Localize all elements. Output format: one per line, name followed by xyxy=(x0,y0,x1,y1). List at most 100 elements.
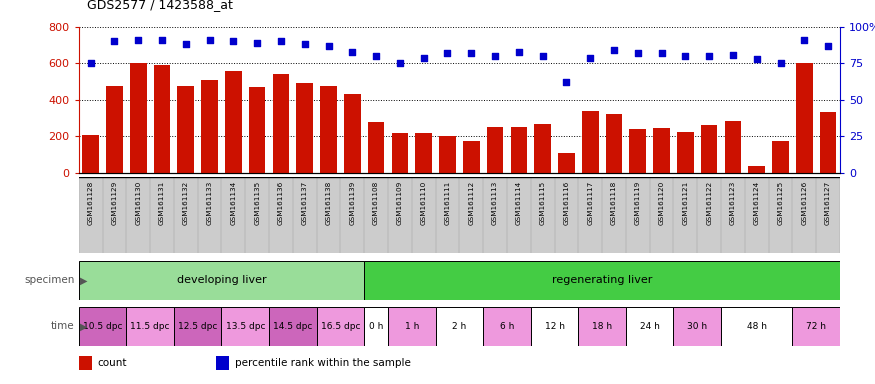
Text: GSM161116: GSM161116 xyxy=(564,180,570,225)
Bar xyxy=(748,166,765,173)
Bar xyxy=(487,127,503,173)
Text: GSM161121: GSM161121 xyxy=(682,180,689,225)
Bar xyxy=(221,307,270,346)
Bar xyxy=(483,307,531,346)
Bar xyxy=(721,177,745,253)
Point xyxy=(440,50,454,56)
Text: GSM161122: GSM161122 xyxy=(706,180,712,225)
Point xyxy=(512,49,526,55)
Text: 0 h: 0 h xyxy=(369,322,383,331)
Text: 10.5 dpc: 10.5 dpc xyxy=(83,322,123,331)
Text: developing liver: developing liver xyxy=(177,275,266,285)
Bar xyxy=(626,177,649,253)
Point xyxy=(393,60,407,66)
Bar xyxy=(174,177,198,253)
Point xyxy=(607,47,621,53)
Point xyxy=(631,50,645,56)
Point xyxy=(84,60,98,66)
Point xyxy=(178,41,192,48)
Point xyxy=(726,51,740,58)
Point xyxy=(346,49,360,55)
Point xyxy=(821,43,835,49)
Point xyxy=(584,55,598,61)
Bar xyxy=(221,177,245,253)
Text: percentile rank within the sample: percentile rank within the sample xyxy=(234,358,410,368)
Bar xyxy=(483,177,507,253)
Text: GSM161120: GSM161120 xyxy=(659,180,665,225)
Bar xyxy=(463,141,480,173)
Bar xyxy=(82,136,99,173)
Bar xyxy=(225,71,242,173)
Text: GSM161123: GSM161123 xyxy=(730,180,736,225)
Text: GSM161129: GSM161129 xyxy=(111,180,117,225)
Bar xyxy=(773,141,789,173)
Text: GSM161138: GSM161138 xyxy=(326,180,332,225)
Point xyxy=(774,60,788,66)
Point xyxy=(108,38,122,45)
Point xyxy=(465,50,479,56)
Text: GSM161130: GSM161130 xyxy=(136,180,141,225)
Text: GSM161132: GSM161132 xyxy=(183,180,189,225)
Text: GSM161117: GSM161117 xyxy=(587,180,593,225)
Bar xyxy=(79,356,93,370)
Text: GSM161119: GSM161119 xyxy=(634,180,640,225)
Text: GSM161135: GSM161135 xyxy=(254,180,260,225)
Bar xyxy=(270,307,317,346)
Bar xyxy=(174,307,221,346)
Bar xyxy=(388,307,436,346)
Text: GSM161124: GSM161124 xyxy=(753,180,760,225)
Point xyxy=(654,50,668,56)
Text: GDS2577 / 1423588_at: GDS2577 / 1423588_at xyxy=(88,0,234,12)
Point xyxy=(369,53,383,59)
Bar xyxy=(248,87,265,173)
Bar xyxy=(654,128,670,173)
Bar xyxy=(416,133,432,173)
Bar xyxy=(436,307,483,346)
Text: GSM161112: GSM161112 xyxy=(468,180,474,225)
Text: 12.5 dpc: 12.5 dpc xyxy=(178,322,217,331)
Text: GSM161128: GSM161128 xyxy=(88,180,94,225)
Bar xyxy=(724,121,741,173)
Point xyxy=(488,53,502,59)
Text: GSM161131: GSM161131 xyxy=(159,180,165,225)
Bar xyxy=(602,177,626,253)
Bar xyxy=(320,86,337,173)
Text: GSM161125: GSM161125 xyxy=(778,180,783,225)
Text: GSM161126: GSM161126 xyxy=(802,180,808,225)
Bar xyxy=(150,177,174,253)
Point xyxy=(203,37,217,43)
Bar xyxy=(364,307,388,346)
Text: 6 h: 6 h xyxy=(500,322,514,331)
Point xyxy=(274,38,288,45)
Bar xyxy=(697,177,721,253)
Bar xyxy=(558,153,575,173)
Text: 11.5 dpc: 11.5 dpc xyxy=(130,322,170,331)
Bar xyxy=(793,177,816,253)
Point xyxy=(797,37,811,43)
Bar xyxy=(721,307,793,346)
Bar xyxy=(439,136,456,173)
Bar xyxy=(154,65,171,173)
Text: GSM161108: GSM161108 xyxy=(373,180,379,225)
Bar xyxy=(293,177,317,253)
Point xyxy=(750,56,764,62)
Point xyxy=(536,53,550,59)
Text: 12 h: 12 h xyxy=(544,322,564,331)
Bar xyxy=(510,127,527,173)
Text: GSM161110: GSM161110 xyxy=(421,180,427,225)
Bar xyxy=(531,177,555,253)
Point xyxy=(678,53,692,59)
Bar xyxy=(102,177,126,253)
Text: GSM161136: GSM161136 xyxy=(278,180,284,225)
Bar xyxy=(816,177,840,253)
Bar xyxy=(768,177,793,253)
Text: 72 h: 72 h xyxy=(806,322,826,331)
Text: 18 h: 18 h xyxy=(592,322,612,331)
Bar xyxy=(555,177,578,253)
Bar xyxy=(245,177,270,253)
Bar xyxy=(412,177,436,253)
Text: GSM161137: GSM161137 xyxy=(302,180,308,225)
Bar xyxy=(198,177,221,253)
Text: specimen: specimen xyxy=(24,275,74,285)
Text: GSM161115: GSM161115 xyxy=(540,180,546,225)
